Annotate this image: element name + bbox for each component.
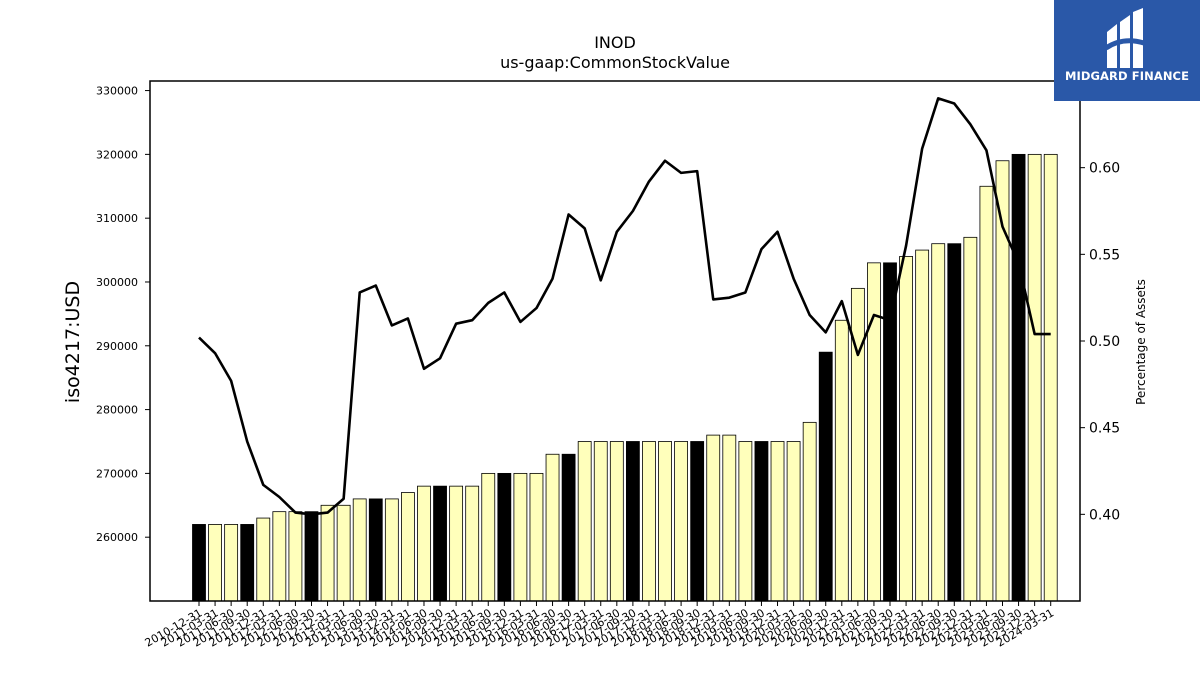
bar-2021-06-30 [867, 262, 881, 602]
bar-2010-12-31 [192, 524, 206, 602]
bar-2013-06-30 [352, 498, 367, 602]
bar-2024-03-31 [1043, 153, 1058, 602]
y-right-tick-label: 0.45 [1089, 421, 1120, 437]
bar-2013-09-30 [368, 498, 383, 602]
y-right-tick-label: 0.60 [1089, 161, 1120, 177]
y-tick-label: 330000 [96, 85, 138, 98]
bar-2019-09-30 [754, 441, 769, 602]
y-tick-label: 260000 [96, 531, 138, 544]
bar-2022-09-30 [947, 243, 962, 602]
bar-2014-03-31 [401, 492, 415, 602]
bar-2021-09-30 [883, 262, 897, 602]
y-tick-label: 270000 [96, 467, 138, 480]
bar-2016-06-30 [545, 453, 560, 602]
bar-2020-12-31 [834, 319, 849, 602]
y-right-tick-label: 0.40 [1089, 507, 1120, 523]
bar-2017-06-30 [609, 441, 624, 602]
bar-2015-03-31 [465, 485, 480, 602]
percentage-of-assets-line [198, 97, 1051, 516]
bar-2015-06-30 [481, 472, 496, 602]
bar-2023-12-31 [1027, 153, 1042, 602]
bar-2022-06-30 [931, 243, 946, 602]
bar-2019-03-31 [722, 434, 737, 602]
y-tick-label: 320000 [96, 148, 138, 161]
bar-2015-09-30 [497, 472, 512, 602]
bar-2019-06-30 [738, 441, 753, 602]
bar-2016-12-31 [577, 441, 592, 602]
y-tick-label: 310000 [96, 212, 138, 225]
bar-2012-06-30 [288, 511, 303, 602]
bar-2013-03-31 [336, 504, 351, 602]
bar-2018-06-30 [674, 441, 688, 602]
bar-2023-03-31 [979, 185, 994, 602]
y-axis-right-label: Percentage of Assets [1134, 279, 1148, 405]
bar-2012-09-30 [304, 511, 319, 602]
bar-2022-03-31 [915, 249, 930, 602]
bar-2016-09-30 [561, 453, 576, 602]
bar-2018-09-30 [690, 441, 705, 602]
bar-2011-06-30 [224, 524, 239, 602]
bar-2016-03-31 [529, 472, 544, 602]
brand-name: MIDGARD FINANCE [1064, 69, 1190, 83]
midgard-finance-logo: MIDGARD FINANCE [1054, 0, 1200, 101]
bar-2017-09-30 [625, 441, 640, 602]
chart-title: INOD [594, 33, 636, 52]
bar-2011-03-31 [208, 524, 222, 602]
bar-2020-06-30 [802, 421, 817, 602]
bar-2017-03-31 [593, 441, 608, 602]
bar-2011-09-30 [240, 524, 255, 602]
chart-subtitle: us-gaap:CommonStockValue [500, 53, 730, 72]
bar-2021-12-31 [899, 256, 913, 602]
y-tick-label: 300000 [96, 276, 138, 289]
bar-2020-03-31 [786, 441, 801, 602]
bar-2014-06-30 [417, 485, 431, 602]
bar-2014-09-30 [433, 485, 447, 602]
y-tick-label: 280000 [96, 404, 138, 417]
bar-2023-09-30 [1011, 153, 1026, 602]
bar-2020-09-30 [818, 351, 833, 602]
y-tick-label: 290000 [96, 340, 138, 353]
bar-2012-03-31 [272, 511, 287, 602]
bar-2013-12-31 [384, 498, 399, 602]
bar-2018-12-31 [706, 434, 721, 602]
bar-2018-03-31 [658, 441, 672, 602]
y-right-tick-label: 0.55 [1089, 247, 1120, 263]
bar-2012-12-31 [320, 504, 335, 602]
bar-2011-12-31 [256, 517, 271, 602]
bar-2017-12-31 [642, 441, 656, 602]
bar-2015-12-31 [513, 472, 528, 602]
bar-2022-12-31 [963, 236, 978, 602]
y-axis-label: iso4217:USD [62, 281, 84, 403]
bar-2014-12-31 [449, 485, 464, 602]
y-right-tick-label: 0.50 [1089, 334, 1120, 350]
midgard-logo-icon [1104, 8, 1148, 68]
bar-2019-12-31 [770, 441, 785, 602]
